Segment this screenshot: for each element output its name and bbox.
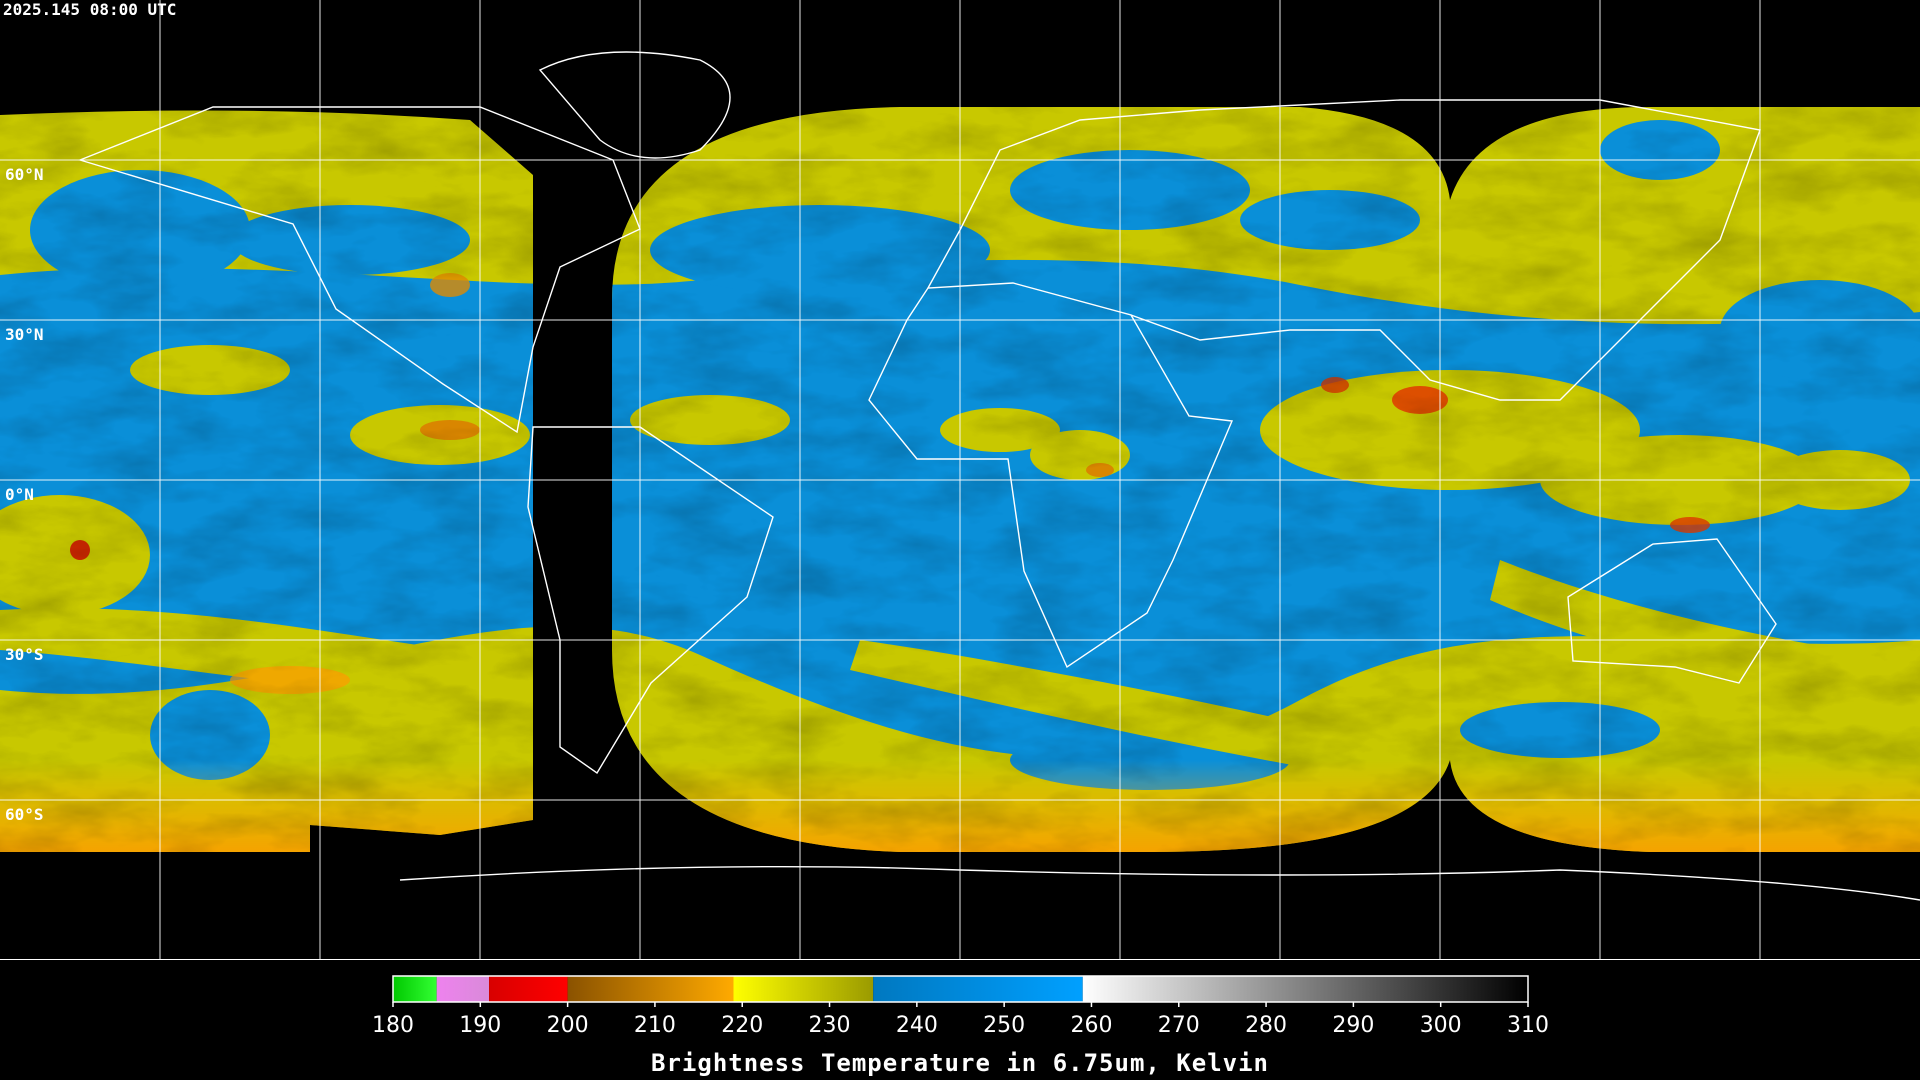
latitude-label: 30°N: [5, 325, 44, 344]
colorbar-segment: [873, 976, 1083, 1002]
colorbar-tick-label: 270: [1158, 1013, 1200, 1038]
colorbar-tick-label: 290: [1332, 1013, 1374, 1038]
colorbar-tick-label: 210: [634, 1013, 676, 1038]
colorbar-frame: [392, 975, 1529, 1003]
colorbar-segment: [1082, 976, 1528, 1002]
colorbar-tick-label: 240: [896, 1013, 938, 1038]
colorbar-segment: [393, 976, 437, 1002]
colorbar-segment: [567, 976, 734, 1002]
latitude-label: 30°S: [5, 645, 44, 664]
colorbar: 180 190 200 210 220 230 240 250 260 270 280 290 300 3…: [372, 975, 1549, 1038]
colorbar-segment: [733, 976, 874, 1002]
latitude-label: 60°N: [5, 165, 44, 184]
colorbar-tick-label: 310: [1507, 1013, 1549, 1038]
colorbar-tick-label: 190: [459, 1013, 501, 1038]
colorbar-segment: [489, 976, 568, 1002]
colorbar-tick-label: 260: [1070, 1013, 1112, 1038]
colorbar-tick-label: 230: [809, 1013, 851, 1038]
colorbar-segment: [436, 976, 490, 1002]
latitude-label: 60°S: [5, 805, 44, 824]
colorbar-tick-label: 180: [372, 1013, 414, 1038]
colorbar-tick-label: 220: [721, 1013, 763, 1038]
colorbar-tick-label: 250: [983, 1013, 1025, 1038]
colorbar-tick-label: 300: [1420, 1013, 1462, 1038]
graticule: [0, 0, 1920, 960]
colorbar-tick-label: 200: [547, 1013, 589, 1038]
timestamp: 2025.145 08:00 UTC: [3, 0, 176, 19]
colorbar-tick-label: 280: [1245, 1013, 1287, 1038]
latitude-labels: 60°N 30°N 0°N 30°S 60°S: [5, 165, 44, 824]
colorbar-label: Brightness Temperature in 6.75um, Kelvin: [651, 1049, 1269, 1077]
latitude-label: 0°N: [5, 485, 34, 504]
coastlines: [77, 51, 1920, 901]
